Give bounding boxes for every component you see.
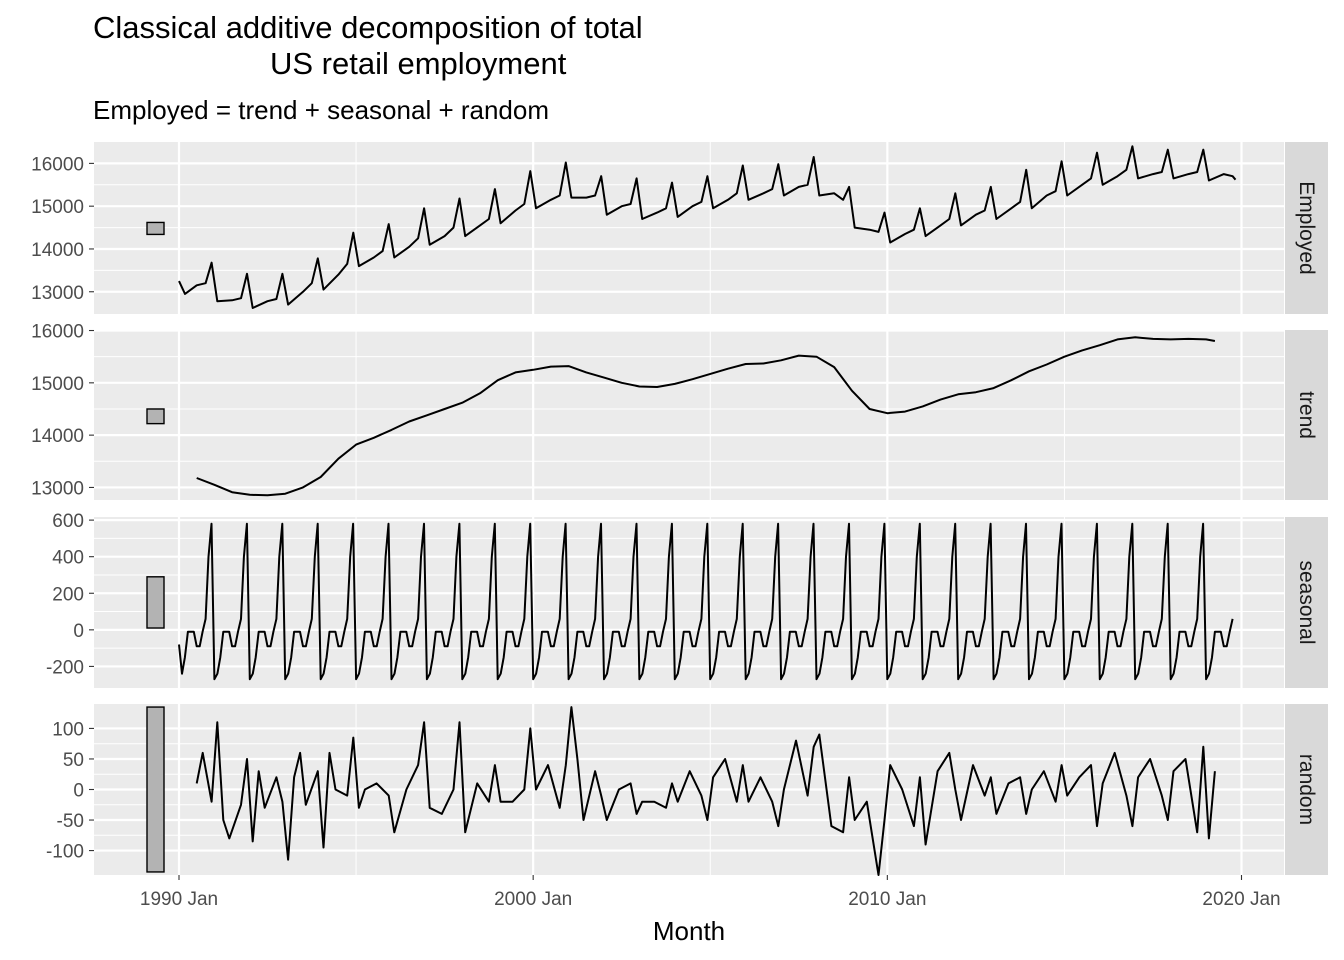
y-tick-label: 100	[52, 719, 84, 740]
y-tick-label: -100	[46, 842, 84, 863]
y-tick-label: 14000	[31, 426, 84, 447]
strip-label-seasonal: seasonal	[1295, 560, 1318, 644]
series-line-seasonal	[178, 522, 1234, 681]
panel-trend: 13000 14000 15000 16000 trend	[31, 322, 1328, 500]
y-tick-label: 14000	[31, 240, 84, 261]
strip-label-trend: trend	[1295, 391, 1318, 439]
y-tick-label: 13000	[31, 478, 84, 499]
y-tick-label: 15000	[31, 197, 84, 218]
panel-seasonal: -200 0 200 400 600 seasonal	[46, 511, 1328, 688]
y-tick-label: 15000	[31, 374, 84, 395]
panel-background	[94, 330, 1284, 500]
y-tick-label: 50	[63, 750, 84, 771]
strip-background	[1285, 142, 1328, 314]
chart-subtitle: Employed = trend + seasonal + random	[93, 95, 550, 125]
panel-employed: 13000 14000 15000 16000 Employed	[31, 142, 1328, 314]
panel-random: -100 -50 0 50 100 random	[46, 704, 1328, 876]
y-tick-label: -200	[46, 657, 84, 678]
panel-background	[94, 517, 1284, 688]
strip-background	[1285, 704, 1328, 875]
y-tick-label: 400	[52, 548, 84, 569]
y-tick-label: -50	[57, 811, 84, 832]
scale-bar	[146, 706, 165, 873]
series-line-random	[195, 706, 1216, 876]
strip-background	[1285, 517, 1328, 688]
chart-title-line-1: Classical additive decomposition of tota…	[93, 10, 643, 45]
x-tick-label: 2020 Jan	[1202, 889, 1280, 910]
y-tick-label: 200	[52, 584, 84, 605]
y-tick-label: 16000	[31, 154, 84, 175]
y-tick-label: 0	[73, 781, 84, 802]
scale-bar	[146, 576, 165, 629]
y-tick-label: 16000	[31, 322, 84, 343]
chart-title: Classical additive decomposition of tota…	[93, 10, 643, 82]
chart-title-line-2: US retail employment	[270, 46, 567, 81]
x-tick-label: 2010 Jan	[848, 889, 926, 910]
strip-label-random: random	[1295, 754, 1318, 825]
strip-background	[1285, 330, 1328, 500]
x-tick-label: 1990 Jan	[140, 889, 218, 910]
y-tick-label: 600	[52, 511, 84, 532]
scale-bar	[146, 408, 165, 425]
y-tick-label: 0	[73, 621, 84, 642]
y-tick-label: 13000	[31, 283, 84, 304]
x-axis-title: Month	[653, 916, 725, 946]
strip-label-employed: Employed	[1295, 181, 1318, 274]
x-tick-label: 2000 Jan	[494, 889, 572, 910]
scale-bar	[146, 221, 165, 236]
series-line-trend	[196, 336, 1216, 497]
series-line-employed	[178, 145, 1237, 309]
